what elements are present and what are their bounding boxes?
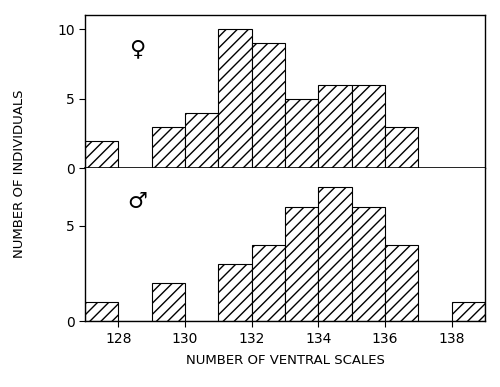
Bar (152, 127, 185, 168)
Bar (318, 187, 352, 321)
Text: ♂: ♂ (127, 192, 147, 212)
Bar (385, 245, 418, 321)
Bar (385, 127, 418, 168)
Bar (318, 85, 352, 168)
Bar (218, 264, 252, 321)
Text: ♀: ♀ (129, 39, 145, 59)
Bar (285, 207, 318, 321)
Text: NUMBER OF INDIVIDUALS: NUMBER OF INDIVIDUALS (14, 90, 26, 259)
Bar (185, 113, 218, 168)
Bar (152, 283, 185, 321)
Bar (218, 29, 252, 168)
Bar (85, 140, 118, 168)
Bar (352, 85, 385, 168)
Bar (352, 207, 385, 321)
Bar (285, 99, 318, 168)
Bar (452, 302, 485, 321)
X-axis label: NUMBER OF VENTRAL SCALES: NUMBER OF VENTRAL SCALES (186, 354, 384, 367)
Bar (252, 245, 285, 321)
Bar (85, 302, 118, 321)
Bar (252, 43, 285, 168)
